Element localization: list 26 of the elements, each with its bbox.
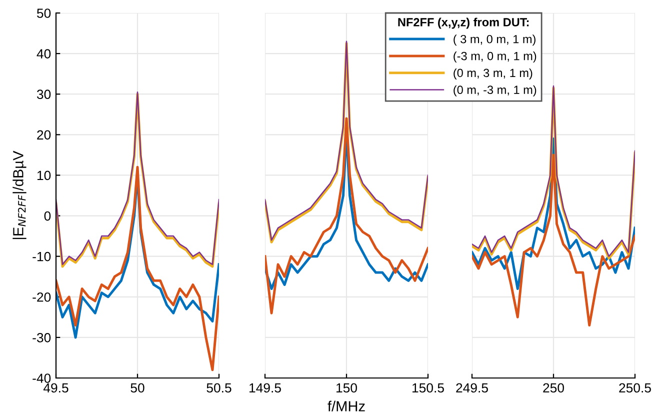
x-tick-label: 50.5 bbox=[206, 383, 232, 393]
y-tick-label: 30 bbox=[36, 90, 51, 100]
x-axis-title: f/MHz bbox=[328, 400, 365, 412]
legend-label: (0 m, -3 m, 1 m) bbox=[454, 85, 536, 96]
y-tick-label: 20 bbox=[37, 130, 51, 140]
legend-label: (-3 m, 0 m, 1 m) bbox=[454, 52, 536, 63]
legend-title: NF2FF (x,y,z) from DUT: bbox=[398, 18, 529, 29]
x-tick-label: 250.5 bbox=[619, 383, 651, 393]
x-tick-label: 150 bbox=[336, 383, 357, 393]
y-tick-label: -30 bbox=[32, 333, 51, 342]
y-tick-label: -40 bbox=[32, 374, 51, 383]
x-tick-label: 150.5 bbox=[412, 383, 444, 393]
x-tick-label: 50 bbox=[130, 383, 144, 393]
y-axis-title: |E$_{NF2FF}$|/dBµV bbox=[12, 150, 26, 240]
x-tick-label: 250 bbox=[543, 383, 564, 393]
x-tick-label: 149.5 bbox=[250, 383, 281, 393]
x-tick-label: 249.5 bbox=[456, 383, 488, 393]
legend-label: (0 m, 3 m, 1 m) bbox=[454, 68, 532, 80]
y-tick-label: 50 bbox=[36, 8, 51, 18]
y-tick-label: -20 bbox=[32, 292, 51, 302]
x-tick-label: 49.5 bbox=[43, 383, 68, 393]
legend-label: ( 3 m, 0 m, 1 m) bbox=[454, 34, 536, 46]
y-tick-label: 10 bbox=[37, 170, 51, 180]
y-tick-label: 40 bbox=[36, 49, 51, 58]
y-tick-label: -10 bbox=[32, 252, 51, 262]
y-tick-label: 0 bbox=[44, 211, 51, 221]
